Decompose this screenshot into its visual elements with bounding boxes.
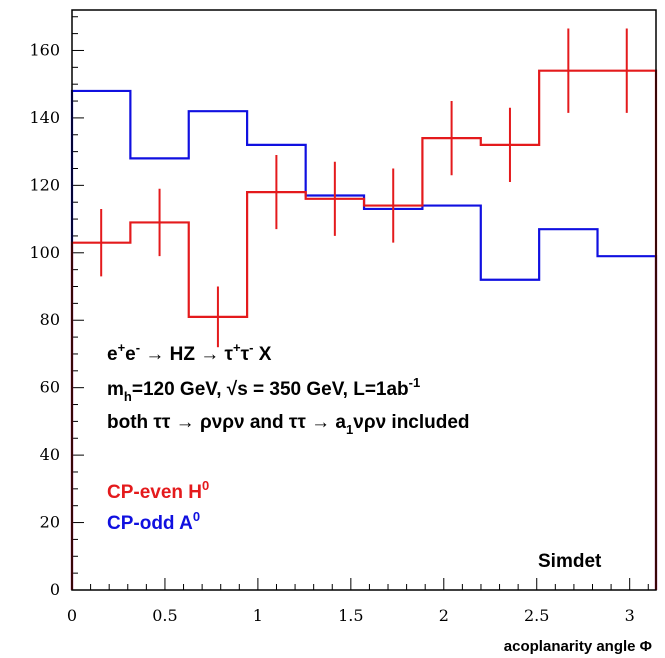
x-tick-label: 3 [625,606,635,625]
x-axis-label: acoplanarity angle Φ [504,638,652,655]
y-tick-label: 100 [29,243,60,262]
y-tick-label: 20 [40,513,60,532]
y-tick-label: 140 [29,108,60,127]
y-tick-label: 120 [29,175,60,194]
y-tick-labels: 0 20 40 60 80 100 120 140 160 [29,40,60,599]
x-tick-label: 0.5 [152,606,177,625]
plot-frame [71,9,657,591]
axis-ticks [71,16,649,591]
simdet-label: Simdet [538,551,602,572]
parameters-annotation: mh=120 GeV, √s = 350 GeV, L=1ab-1 [107,375,420,404]
legend-cp-odd: CP-odd A0 [107,509,200,534]
x-tick-label: 2 [439,606,449,625]
x-tick-labels: 0 0.5 1 1.5 2 2.5 3 [67,606,635,625]
series-line-cp-even [70,69,658,590]
y-tick-label: 60 [40,378,60,397]
x-tick-label: 1 [253,606,263,625]
legend-cp-even: CP-even H0 [107,478,209,503]
x-tick-label: 2.5 [524,606,549,625]
x-tick-label: 1.5 [338,606,363,625]
x-tick-label: 0 [67,606,77,625]
series-layer [70,28,658,590]
y-tick-label: 80 [40,310,60,329]
y-tick-label: 0 [50,580,60,599]
y-tick-label: 160 [29,40,60,59]
channels-annotation: both ττ → ρνρν and ττ → a1νρν included [107,412,470,437]
process-annotation: e+e- → HZ → τ+τ- X [107,340,272,365]
y-tick-label: 40 [40,445,60,464]
